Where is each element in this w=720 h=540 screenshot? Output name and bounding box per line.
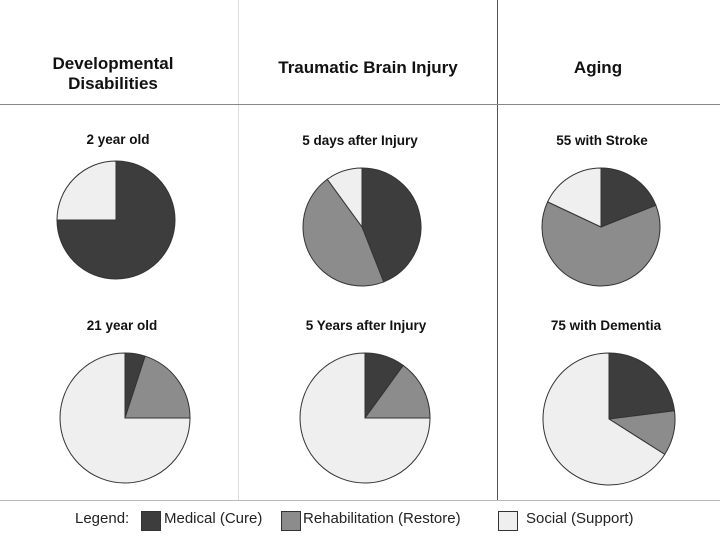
legend-item-social: Social (Support) <box>526 510 634 527</box>
legend-swatch-rehabilitation <box>281 511 301 531</box>
column-header-developmental: Developmental Disabilities <box>52 54 174 93</box>
pie-slice-rehabilitation <box>302 178 385 287</box>
pie-slice-medical <box>608 352 676 420</box>
chart-title: 55 with Stroke <box>556 133 648 148</box>
pie-slice-social <box>56 160 117 221</box>
chart-title: 5 Years after Injury <box>305 318 427 333</box>
pie-slice-rehabilitation <box>364 364 431 419</box>
column-header-tbi: Traumatic Brain Injury <box>278 58 458 77</box>
column-divider <box>497 0 498 500</box>
pie-slice-rehabilitation <box>124 355 191 419</box>
legend-label: Legend: <box>75 510 130 527</box>
chart-title: 2 year old <box>86 132 150 147</box>
legend-swatch-social <box>498 511 518 531</box>
column-header-aging: Aging <box>573 58 623 77</box>
chart-title: 21 year old <box>86 318 158 333</box>
chart-title: 5 days after Injury <box>302 133 418 148</box>
pie-slice-rehabilitation <box>541 201 661 287</box>
header-divider <box>0 104 720 105</box>
pie-slice-social <box>542 352 666 486</box>
chart-title: 75 with Dementia <box>550 318 662 333</box>
pie-slice-medical <box>361 167 422 283</box>
column-divider <box>238 0 239 500</box>
pie-slice-social <box>299 352 431 484</box>
legend-item-medical: Medical (Cure) <box>164 510 263 527</box>
pie-slice-social <box>59 352 191 484</box>
legend-item-rehabilitation: Rehabilitation (Restore) <box>303 510 461 527</box>
pie-slice-social <box>546 167 602 228</box>
pie-slice-social <box>326 167 363 229</box>
pie-slice-medical <box>600 167 657 228</box>
footer-divider <box>0 500 720 501</box>
pie-slice-medical <box>56 160 176 280</box>
legend-swatch-medical <box>141 511 161 531</box>
